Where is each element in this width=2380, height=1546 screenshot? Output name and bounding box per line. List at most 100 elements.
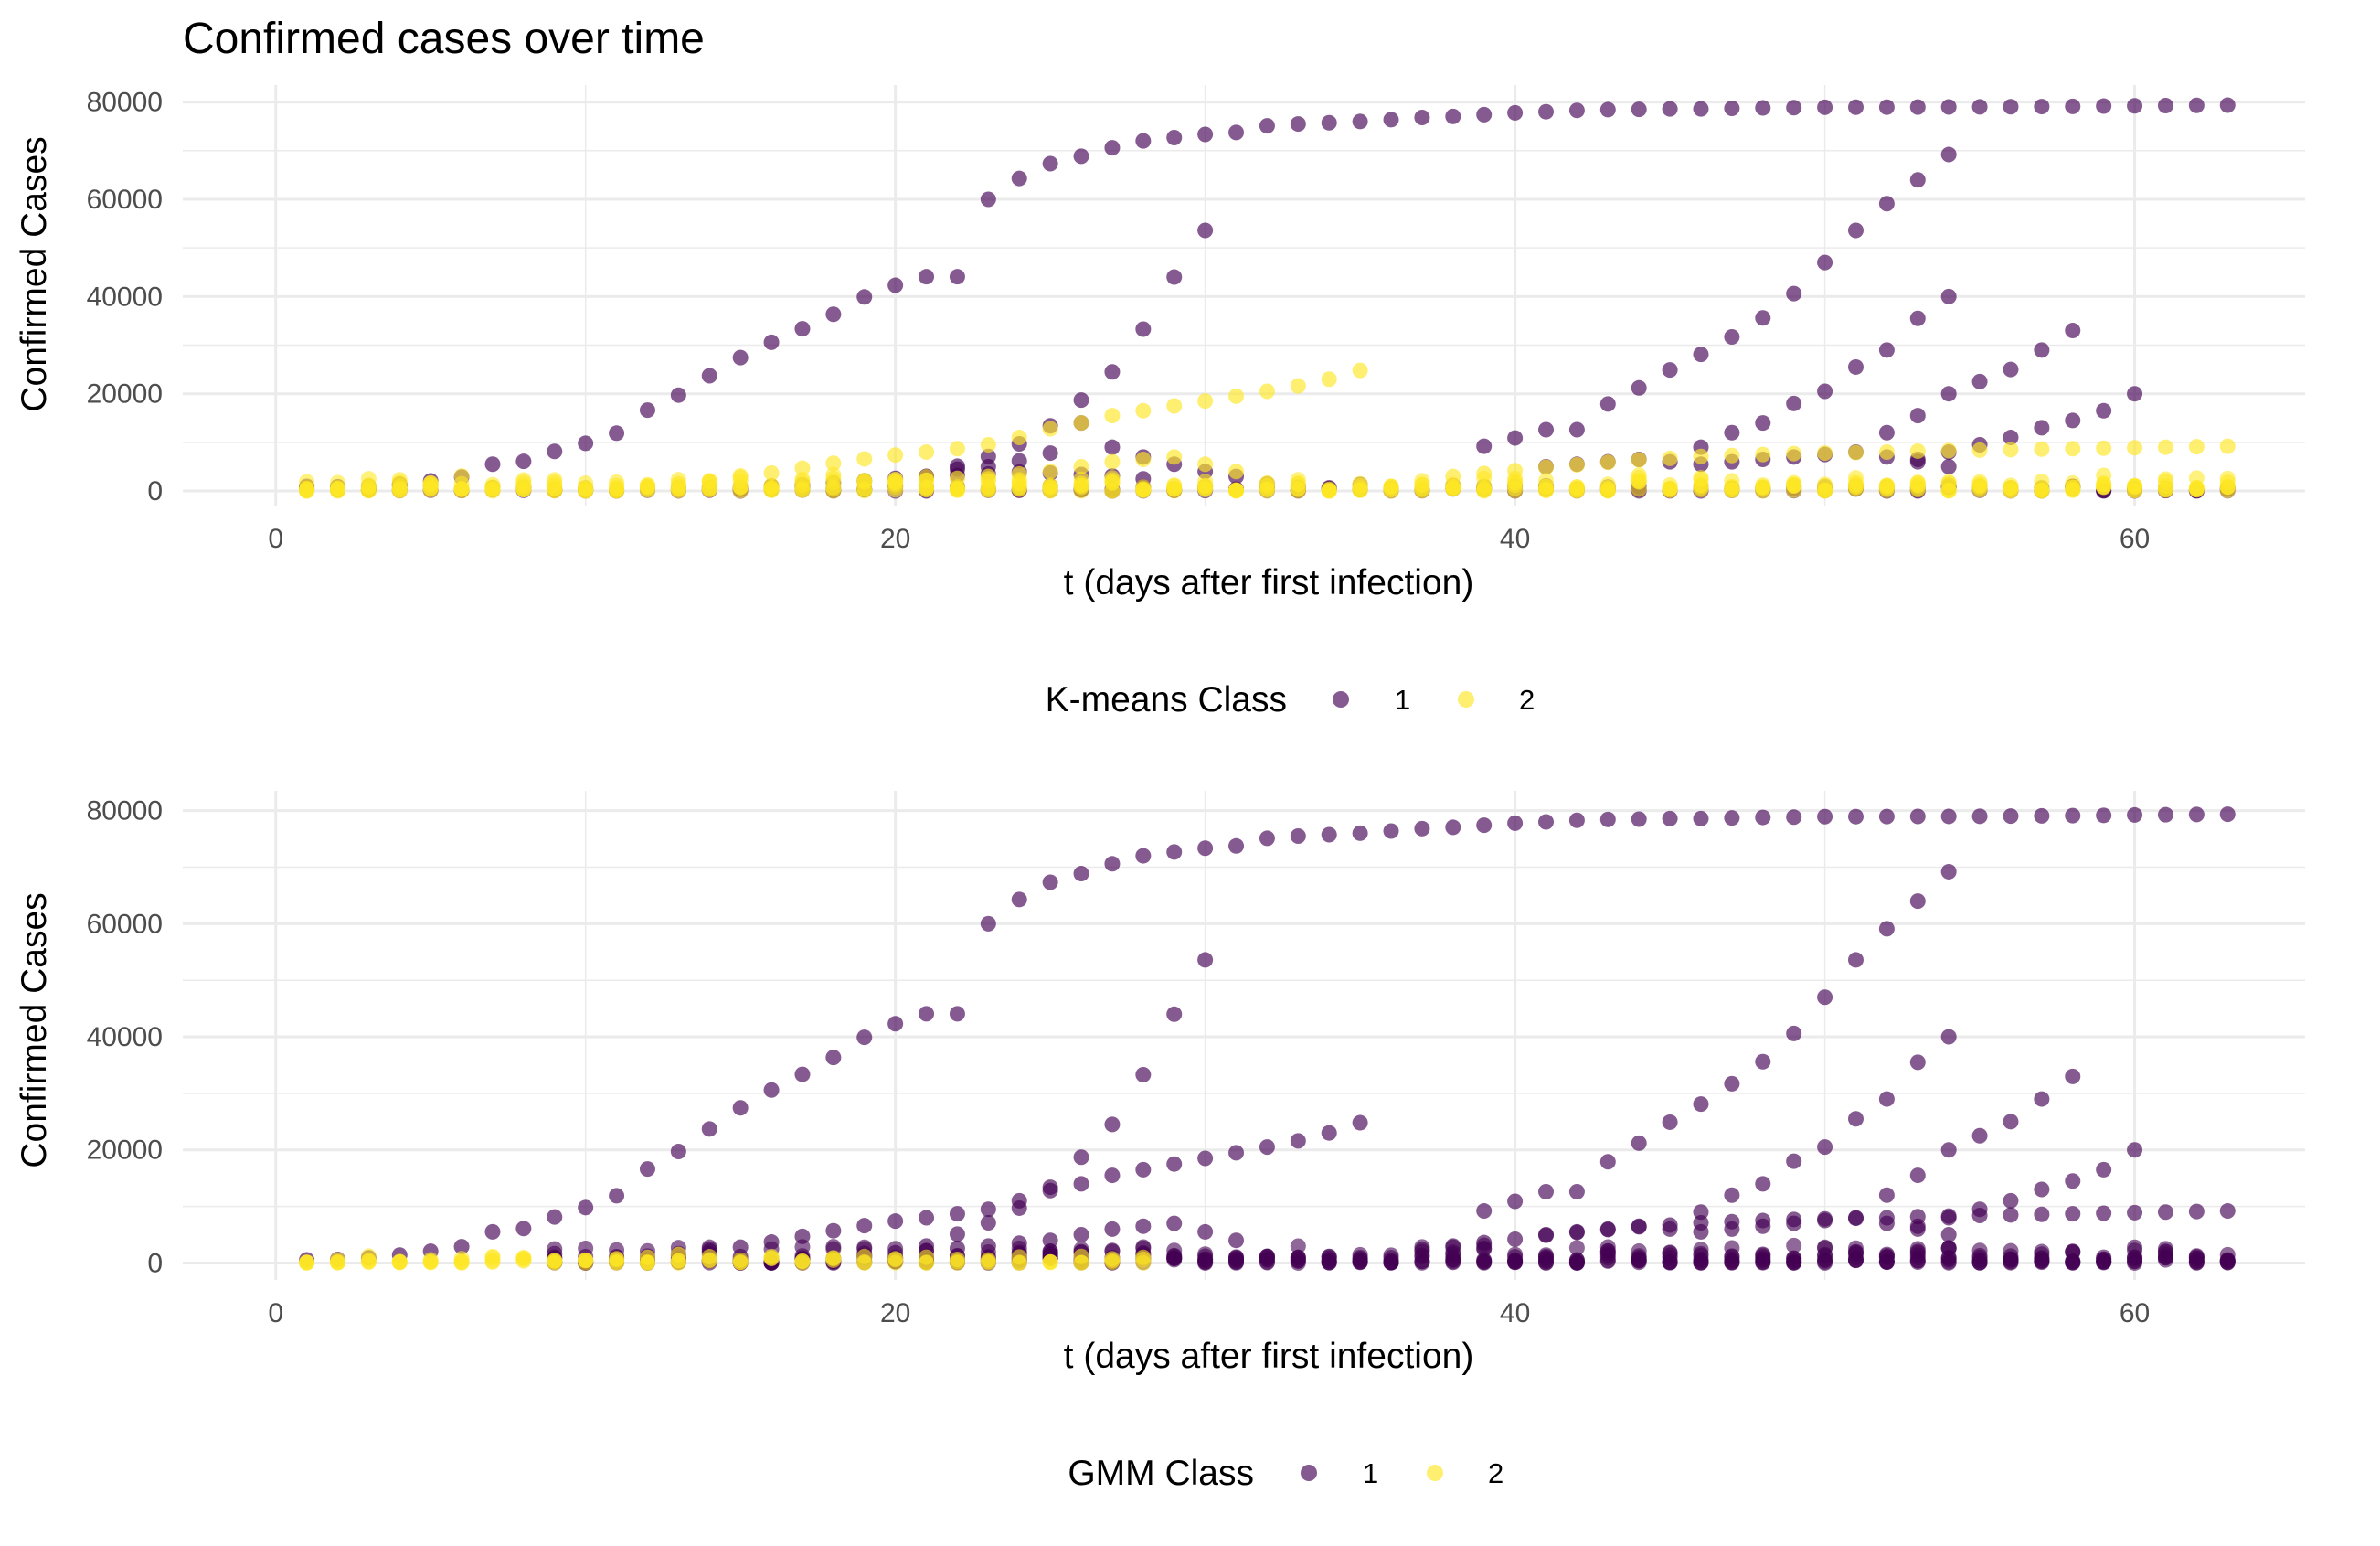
kmeans-point (1290, 116, 1306, 133)
kmeans-point (2096, 440, 2112, 456)
gmm-point (2003, 1253, 2019, 1269)
kmeans-point (1073, 415, 1089, 432)
kmeans-point (1693, 448, 1709, 464)
gmm-point (980, 1201, 996, 1218)
gmm-point (1909, 808, 1926, 825)
kmeans-point (2003, 430, 2019, 446)
kmeans-point (2219, 97, 2236, 113)
gmm-point (1971, 808, 1988, 825)
gmm-x-tick-labels: 0 20 40 60 (268, 1298, 2150, 1328)
gmm-point (1290, 828, 1306, 845)
kmeans-point (1878, 444, 1895, 461)
kmeans-point (2003, 480, 2019, 496)
kmeans-point (794, 321, 811, 337)
kmeans-point (1042, 421, 1058, 437)
gmm-point (1476, 817, 1493, 834)
kmeans-point (1414, 110, 1430, 126)
gmm-point (794, 1228, 811, 1244)
gmm-point (949, 1240, 965, 1256)
kmeans-point (856, 289, 873, 305)
kmeans-point (1817, 483, 1833, 499)
gmm-point (1755, 809, 1771, 826)
gmm-y-tick-label: 80000 (87, 796, 163, 826)
gmm-point (484, 1253, 501, 1269)
gmm-point (1724, 1251, 1740, 1267)
gmm-point (1476, 1203, 1493, 1220)
gmm-point (919, 1254, 935, 1271)
kmeans-point (1940, 458, 1957, 474)
gmm-point (1228, 837, 1245, 854)
kmeans-point (2003, 361, 2019, 378)
gmm-point (1940, 1029, 1957, 1045)
gmm-point (2034, 1206, 2050, 1222)
kmeans-point (1197, 477, 1214, 494)
gmm-point (919, 1006, 935, 1022)
kmeans-point (422, 482, 439, 498)
kmeans-point (1073, 392, 1089, 409)
kmeans-point (919, 472, 935, 488)
gmm-point (1321, 1125, 1337, 1141)
gmm-point (1599, 1221, 1616, 1237)
gmm-point (2034, 1181, 2050, 1198)
gmm-point (1724, 1075, 1740, 1092)
kmeans-point (1104, 408, 1121, 424)
gmm-point (1878, 921, 1895, 937)
kmeans-point (763, 334, 780, 350)
kmeans-point (1538, 421, 1555, 438)
gmm-point (949, 1253, 965, 1270)
kmeans-point (1940, 146, 1957, 163)
kmeans-point (1662, 450, 1678, 466)
kmeans-points (299, 97, 2236, 499)
gmm-point (1476, 1234, 1493, 1251)
kmeans-point (1507, 430, 1524, 446)
gmm-point (1599, 1253, 1616, 1269)
gmm-point (1693, 810, 1709, 826)
kmeans-point (1786, 395, 1802, 411)
gmm-point (1786, 1250, 1802, 1266)
gmm-point (2188, 806, 2205, 823)
gmm-point (1135, 1161, 1152, 1178)
gmm-legend-key-2 (1427, 1465, 1443, 1481)
gmm-point (1011, 891, 1027, 908)
gmm-point (391, 1253, 408, 1270)
gmm-point (1507, 815, 1524, 831)
gmm-point (484, 1223, 501, 1240)
gmm-point (1847, 1111, 1864, 1127)
kmeans-point (1445, 108, 1461, 124)
kmeans-point (1166, 480, 1183, 496)
kmeans-point (980, 481, 996, 497)
kmeans-point (299, 483, 315, 499)
gmm-point (1817, 989, 1833, 1006)
gmm-point (639, 1249, 655, 1265)
gmm-point (453, 1253, 470, 1270)
gmm-point (2065, 1173, 2081, 1189)
gmm-point (329, 1254, 345, 1271)
gmm-point (1940, 1142, 1957, 1158)
kmeans-point (2003, 99, 2019, 115)
gmm-point (980, 1253, 996, 1270)
kmeans-point (1662, 476, 1678, 493)
gmm-series-1 (299, 806, 2236, 1271)
kmeans-point (1693, 482, 1709, 498)
gmm-point (825, 1050, 842, 1066)
kmeans-point (1197, 456, 1214, 473)
kmeans-point (1166, 269, 1183, 285)
gmm-point (1507, 1231, 1524, 1247)
gmm-point (2096, 1161, 2112, 1178)
kmeans-point (1971, 442, 1988, 458)
gmm-point (2188, 1203, 2205, 1220)
gmm-point (1321, 1253, 1337, 1269)
gmm-point (1599, 1239, 1616, 1255)
gmm-point (1135, 1218, 1152, 1234)
kmeans-point (1724, 328, 1740, 345)
kmeans-point (1011, 453, 1027, 469)
gmm-point (1878, 1253, 1895, 1270)
gmm-point (2157, 1252, 2173, 1268)
gmm-point (1940, 1252, 1957, 1268)
gmm-point (1135, 1066, 1152, 1082)
gmm-point (949, 1226, 965, 1242)
gmm-point (825, 1250, 842, 1266)
kmeans-point (825, 466, 842, 483)
gmm-point (1878, 1215, 1895, 1231)
gmm-y-tick-label: 20000 (87, 1136, 163, 1166)
